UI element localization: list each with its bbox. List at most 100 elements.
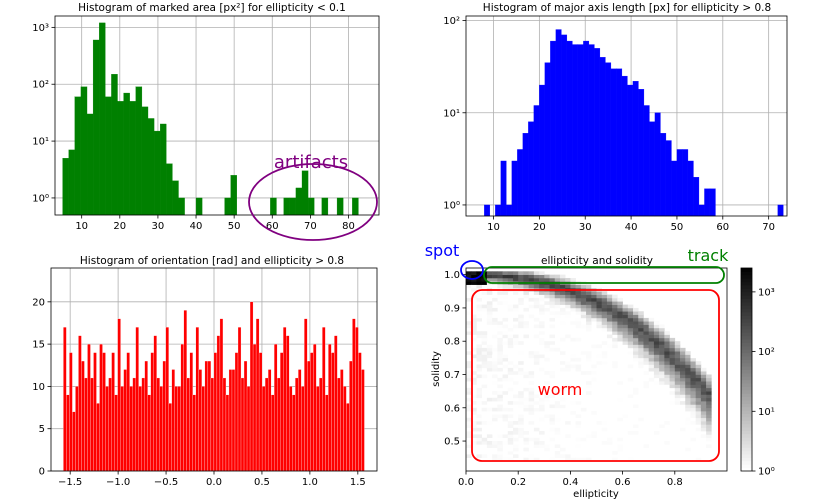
heatmap-cell: [575, 297, 582, 302]
heatmap-cell: [685, 421, 691, 425]
histogram-bar: [96, 403, 100, 472]
heatmap-cell: [539, 331, 545, 335]
heatmap-cell: [497, 367, 503, 372]
heatmap-cell: [559, 311, 566, 315]
heatmap-cell: [481, 437, 488, 442]
histogram-bar: [340, 369, 344, 472]
heatmap-cell: [706, 431, 712, 435]
heatmap-cell: [706, 417, 712, 422]
histogram-bar: [105, 386, 109, 472]
heatmap-cell: [512, 371, 519, 375]
heatmap-cell: [690, 407, 696, 412]
histogram-bar: [192, 394, 196, 472]
heatmap-cell: [685, 417, 691, 422]
heatmap-cell: [565, 457, 571, 462]
heatmap-cell: [512, 381, 519, 385]
heatmap-cell: [648, 321, 655, 325]
heatmap-cell: [544, 357, 550, 362]
plot-frame: [54, 15, 380, 216]
colorbar-segment: [741, 396, 752, 401]
heatmap-cell: [591, 307, 597, 312]
heatmap-cell: [659, 331, 665, 335]
heatmap-cell: [497, 321, 503, 325]
heatmap-cell: [695, 384, 702, 389]
heatmap-cell: [466, 424, 472, 429]
heatmap-cell: [596, 354, 603, 359]
heatmap-cell: [497, 407, 503, 412]
histogram-bar: [283, 327, 287, 472]
heatmap-cell: [554, 311, 561, 315]
histogram-bar: [289, 386, 293, 472]
heatmap-cell: [502, 271, 509, 275]
histogram-bar: [171, 369, 175, 472]
x-tick-label: 60: [716, 222, 729, 233]
heatmap-cell: [601, 294, 608, 299]
colorbar-segment: [741, 345, 752, 350]
x-tick-label: 0.5: [254, 477, 270, 488]
heatmap-cell: [575, 311, 582, 315]
heatmap-cell: [507, 421, 514, 425]
heatmap-cell: [502, 377, 509, 382]
heatmap-cell: [695, 391, 702, 395]
heatmap-cell: [471, 424, 477, 429]
chart-title: Histogram of major axis length [px] for …: [483, 2, 771, 14]
heatmap-cell: [685, 364, 691, 369]
heatmap-cell: [492, 297, 498, 302]
heatmap-cell: [549, 277, 556, 282]
heatmap-cell: [528, 284, 535, 289]
heatmap-cell: [570, 291, 576, 295]
heatmap-cell: [565, 284, 571, 289]
heatmap-cell: [570, 357, 576, 362]
heatmap-cell: [539, 274, 545, 279]
heatmap-cell: [539, 354, 545, 359]
heatmap-cell: [512, 437, 519, 442]
histogram-bar: [246, 386, 251, 472]
heatmap-cell: [674, 351, 681, 355]
histogram-bar: [671, 160, 678, 217]
heatmap-cell: [591, 284, 597, 289]
heatmap-cell: [523, 447, 529, 452]
heatmap-cell: [690, 411, 696, 415]
histogram-bar: [177, 386, 181, 472]
heatmap-cell: [680, 371, 686, 375]
heatmap-cell: [518, 404, 524, 409]
heatmap-cell: [533, 277, 540, 282]
histogram-bar: [189, 352, 193, 472]
colorbar-segment: [741, 284, 752, 289]
heatmap-cell: [622, 317, 629, 322]
histogram-bar: [588, 44, 595, 217]
heatmap-cell: [586, 384, 592, 389]
heatmap-cell: [554, 301, 561, 305]
heatmap-cell: [481, 444, 488, 449]
heatmap-cell: [680, 361, 686, 365]
heatmap-cell: [481, 341, 488, 345]
heatmap-cell: [554, 451, 561, 455]
heatmap-cell: [533, 317, 540, 322]
heatmap-cell: [476, 281, 482, 285]
heatmap-cell: [549, 334, 556, 339]
y-tick-label: 10: [32, 382, 45, 393]
heatmap-cell: [466, 407, 472, 412]
heatmap-cell: [685, 371, 691, 375]
heatmap-cell: [512, 454, 519, 458]
heatmap-cell: [601, 441, 608, 445]
histogram-bar: [219, 318, 224, 472]
heatmap-cell: [586, 314, 592, 319]
histogram-bar: [295, 377, 299, 472]
heatmap-cell: [633, 424, 639, 429]
heatmap-cell: [596, 291, 603, 295]
heatmap-cell: [539, 271, 545, 275]
heatmap-cell: [700, 427, 707, 432]
histogram-bar: [334, 335, 338, 472]
heatmap-cell: [471, 427, 477, 432]
y-tick-label: 10⁰: [32, 193, 49, 204]
heatmap-cell: [664, 367, 670, 372]
heatmap-cell: [643, 444, 649, 449]
heatmap-cell: [492, 361, 498, 365]
histogram-bar: [195, 327, 199, 472]
histogram-bar: [289, 197, 297, 216]
heatmap-cell: [507, 277, 514, 282]
heatmap-cell: [502, 374, 509, 379]
heatmap-cell: [497, 414, 503, 419]
histogram-bar: [270, 197, 277, 216]
